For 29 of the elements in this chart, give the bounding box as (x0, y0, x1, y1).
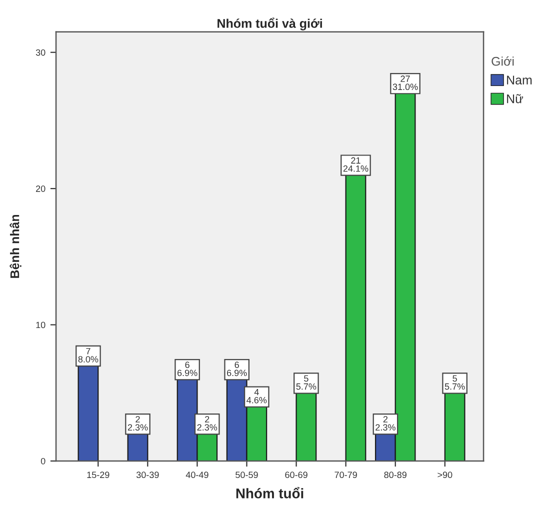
chart-title: Nhóm tuổi và giới (218, 18, 322, 30)
legend-label: Nữ (507, 94, 524, 104)
y-tick-label: 30 (36, 49, 46, 56)
legend-title: Giới (492, 56, 514, 66)
x-tick-label: 30-39 (136, 472, 159, 478)
data-label: 21 24.1% (343, 157, 368, 172)
y-tick-label: 0 (40, 458, 46, 464)
data-label: 2 2.3% (197, 416, 218, 431)
y-tick-label: 10 (36, 322, 46, 328)
x-tick-label: 15-29 (87, 472, 110, 478)
y-axis-title: Bệnh nhân (10, 214, 22, 278)
data-label: 2 2.3% (128, 416, 148, 431)
x-tick-label: 50-59 (236, 472, 258, 478)
data-label: 5 5.7% (296, 375, 316, 390)
data-label: 7 8.0% (78, 348, 98, 362)
x-axis-title: Nhóm tuổi (236, 487, 304, 498)
x-tick-label: 80-89 (384, 472, 406, 478)
x-tick-label: 60-69 (285, 472, 308, 478)
data-label: 6 6.9% (227, 362, 247, 376)
x-tick-label: 40-49 (186, 472, 208, 478)
data-label: 2 2.3% (376, 416, 396, 431)
legend-label: Nam (507, 76, 532, 84)
data-label: 27 31.0% (392, 76, 418, 90)
y-tick-label: 20 (36, 186, 46, 192)
data-label: 5 5.7% (444, 375, 465, 390)
data-label: 6 6.9% (177, 362, 198, 376)
data-label: 4 4.6% (246, 388, 267, 404)
x-tick-label: >90 (438, 472, 452, 478)
x-tick-label: 70-79 (334, 472, 357, 478)
